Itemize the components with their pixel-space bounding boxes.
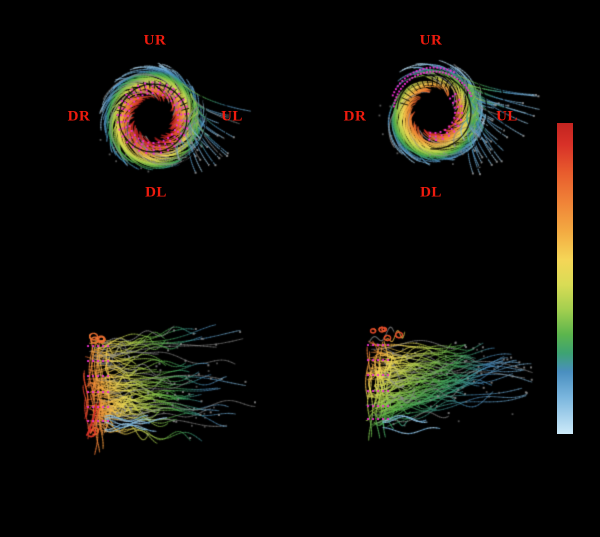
direction-label-ur-right: UR — [419, 32, 443, 49]
direction-label-ur-left: UR — [143, 32, 167, 49]
colorbar — [557, 123, 573, 434]
direction-label-ul-right: UL — [496, 108, 518, 125]
direction-label-ul-left: UL — [221, 108, 243, 125]
direction-label-dl-right: DL — [420, 184, 442, 201]
direction-label-dr-right: DR — [343, 108, 367, 125]
direction-label-dr-left: DR — [67, 108, 91, 125]
direction-label-dl-left: DL — [145, 184, 167, 201]
